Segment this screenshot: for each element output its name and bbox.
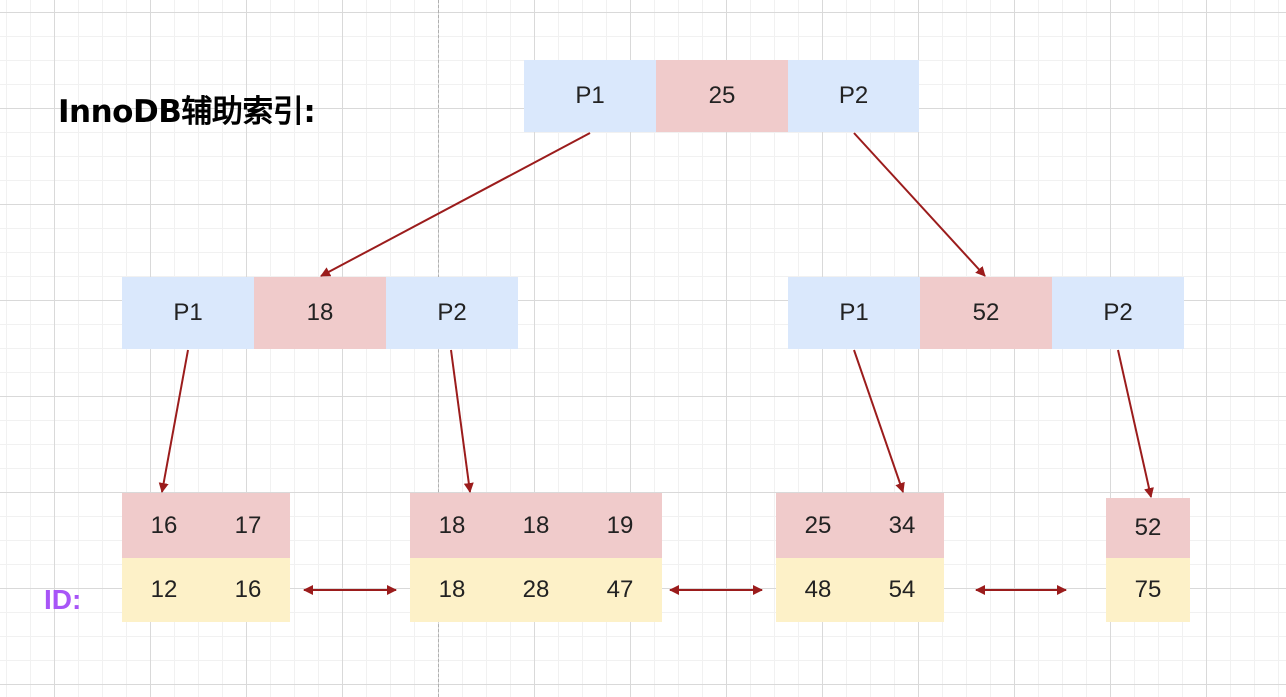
arrow-root-p2-to-internal-right	[853, 132, 986, 277]
root-key: 25	[656, 60, 788, 132]
root-pointer-p1: P1	[524, 60, 656, 132]
leaf-key: 52	[1106, 498, 1190, 558]
diagram-title: InnoDB辅助索引:	[58, 94, 316, 130]
leaf-key: 17	[206, 493, 290, 558]
leaf-id: 28	[494, 558, 578, 622]
leaf-id: 54	[860, 558, 944, 622]
id-row-label: ID:	[44, 584, 82, 615]
internal-right-pointer-p2: P2	[1052, 277, 1184, 349]
internal-left-key: 18	[254, 277, 386, 349]
leaf-key: 16	[122, 493, 206, 558]
leaf-key: 18	[494, 493, 578, 558]
leaf-key: 34	[860, 493, 944, 558]
leaf-id: 12	[122, 558, 206, 622]
leaf-key: 25	[776, 493, 860, 558]
arrow-internal-right-p1-to-leaf-3	[853, 349, 905, 493]
root-pointer-p2: P2	[788, 60, 919, 132]
leaf-key: 19	[578, 493, 662, 558]
leaf-id: 75	[1106, 558, 1190, 622]
leaf-id: 18	[410, 558, 494, 622]
leaf-id: 48	[776, 558, 860, 622]
internal-right-key: 52	[920, 277, 1052, 349]
arrow-internal-right-p2-to-leaf-4	[1117, 349, 1154, 498]
leaf-id: 16	[206, 558, 290, 622]
internal-right-pointer-p1: P1	[788, 277, 920, 349]
arrow-root-p1-to-internal-left	[320, 132, 591, 277]
leaf-key: 18	[410, 493, 494, 558]
internal-left-pointer-p2: P2	[386, 277, 518, 349]
internal-left-pointer-p1: P1	[122, 277, 254, 349]
leaf-id: 47	[578, 558, 662, 622]
arrow-internal-left-p2-to-leaf-2	[450, 349, 474, 493]
arrow-internal-left-p1-to-leaf-1	[158, 349, 189, 493]
